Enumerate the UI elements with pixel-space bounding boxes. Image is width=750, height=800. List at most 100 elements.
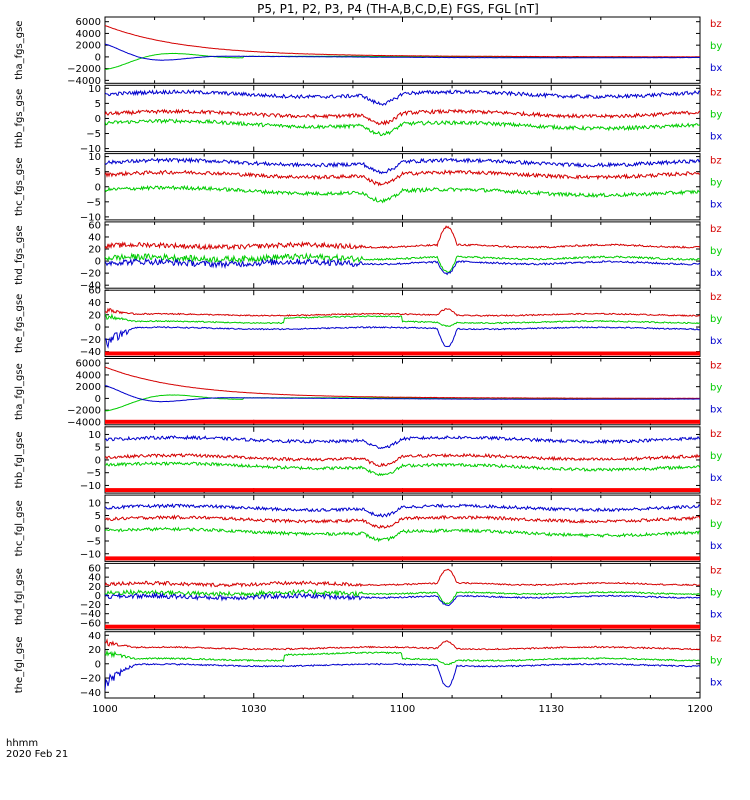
y-tick-label: 10 xyxy=(88,84,101,95)
legend-entry-by: by xyxy=(710,519,722,530)
y-tick-label: 0 xyxy=(95,659,101,670)
panel-the_fgl_gse: 40 20 0 −20 −40 the_fgl_gse bz by bx xyxy=(14,631,722,699)
y-tick-label: 10 xyxy=(88,498,101,509)
x-tick-label: 1130 xyxy=(539,704,564,715)
series-line-bx xyxy=(105,502,700,518)
panel-frame xyxy=(104,426,701,494)
legend-entry-bx: bx xyxy=(710,336,722,347)
legend-entry-by: by xyxy=(710,383,722,394)
panel-frame xyxy=(104,289,701,358)
y-tick-label: 60 xyxy=(88,563,101,574)
y-tick-label: 5 xyxy=(95,99,101,110)
series-line-by xyxy=(105,312,700,327)
footer-date-label: 2020 Feb 21 xyxy=(6,749,68,760)
series-line-by xyxy=(105,184,700,204)
y-tick-label: 6000 xyxy=(76,17,101,28)
y-tick-label: 0 xyxy=(95,394,101,405)
x-tick-label: 1000 xyxy=(92,704,117,715)
y-tick-label: −20 xyxy=(80,269,101,280)
legend-entry-bz: bz xyxy=(710,224,722,235)
series-line-bz xyxy=(105,568,700,588)
series-line-bx xyxy=(105,326,700,349)
series-line-by xyxy=(105,252,700,273)
legend-entry-bx: bx xyxy=(710,473,722,484)
series-line-bz xyxy=(105,452,700,468)
series-line-by xyxy=(105,649,700,666)
y-tick-label: −5 xyxy=(86,537,101,548)
y-tick-label: 6000 xyxy=(76,359,101,370)
series-line-bx xyxy=(105,257,700,276)
series-line-bx xyxy=(105,384,700,403)
series-line-bx xyxy=(105,43,700,61)
y-tick-label: 0 xyxy=(95,455,101,466)
y-tick-label: 0 xyxy=(95,257,101,268)
series-line-bz xyxy=(105,307,700,317)
series-line-bz xyxy=(105,169,700,187)
y-tick-label: −20 xyxy=(80,335,101,346)
y-tick-label: −40 xyxy=(80,688,101,699)
legend-entry-bz: bz xyxy=(710,429,722,440)
legend-entry-bz: bz xyxy=(710,19,722,30)
series-line-bx xyxy=(105,591,700,607)
y-tick-label: 2000 xyxy=(76,41,101,52)
y-tick-label: −20 xyxy=(80,674,101,685)
series-line-bz xyxy=(105,638,700,651)
legend-entry-bx: bx xyxy=(710,405,722,416)
series-line-bz xyxy=(105,225,700,251)
panel-frame xyxy=(104,562,701,631)
y-axis-label: thb_fgs_gse xyxy=(14,89,25,148)
y-tick-label: −10 xyxy=(80,549,101,560)
series-line-by xyxy=(105,118,700,137)
y-tick-label: 5 xyxy=(95,511,101,522)
x-tick-label: 1100 xyxy=(390,704,415,715)
flag-bar xyxy=(105,419,700,424)
series-line-by xyxy=(105,526,700,543)
y-tick-label: 4000 xyxy=(76,29,101,40)
y-tick-label: 2000 xyxy=(76,382,101,393)
series-line-bz xyxy=(105,366,700,400)
legend-entry-bz: bz xyxy=(710,361,722,372)
y-tick-label: −4000 xyxy=(67,76,101,87)
x-tick-label: 1200 xyxy=(687,704,712,715)
legend-entry-by: by xyxy=(710,41,722,52)
y-tick-label: −40 xyxy=(80,281,101,292)
y-tick-label: 0 xyxy=(95,524,101,535)
y-tick-label: −5 xyxy=(86,468,101,479)
y-tick-label: 5 xyxy=(95,443,101,454)
y-axis-label: thd_fgl_gse xyxy=(14,568,25,625)
x-tick-label: 1030 xyxy=(241,704,266,715)
y-axis-label: the_fgl_gse xyxy=(14,636,25,693)
y-axis-label: tha_fgl_gse xyxy=(14,363,25,420)
y-tick-label: −10 xyxy=(80,481,101,492)
x-axis: 1000 1030 1100 1130 1200 xyxy=(92,704,712,715)
y-axis-label: the_fgs_gse xyxy=(14,294,25,353)
y-tick-label: 40 xyxy=(88,631,101,642)
y-tick-label: 20 xyxy=(88,310,101,321)
y-tick-label: 0 xyxy=(95,182,101,193)
series-line-bx xyxy=(105,88,700,106)
y-axis-label: thc_fgs_gse xyxy=(14,157,25,216)
series-line-by xyxy=(105,588,700,605)
legend-entry-bx: bx xyxy=(710,268,722,279)
y-tick-label: 40 xyxy=(88,573,101,584)
legend-entry-bx: bx xyxy=(710,63,722,74)
legend-entry-by: by xyxy=(710,451,722,462)
y-tick-label: 0 xyxy=(95,114,101,125)
flag-bar xyxy=(105,624,700,629)
legend-entry-bz: bz xyxy=(710,634,722,645)
legend-entry-bz: bz xyxy=(710,87,722,98)
panel-thc_fgs_gse: 10 5 0 −5 −10 thc_fgs_gse bz by bx xyxy=(14,152,722,223)
y-tick-label: 0 xyxy=(95,591,101,602)
y-axis-label: thc_fgl_gse xyxy=(14,500,25,556)
legend-entry-by: by xyxy=(710,587,722,598)
y-tick-label: −40 xyxy=(80,609,101,620)
y-tick-label: −10 xyxy=(80,144,101,155)
legend-entry-bx: bx xyxy=(710,541,722,552)
panel-frame xyxy=(104,16,701,84)
y-tick-label: 5 xyxy=(95,167,101,178)
series-line-bz xyxy=(105,25,700,58)
panel-thb_fgs_gse: 10 5 0 −5 −10 thb_fgs_gse bz by bx xyxy=(14,84,722,155)
